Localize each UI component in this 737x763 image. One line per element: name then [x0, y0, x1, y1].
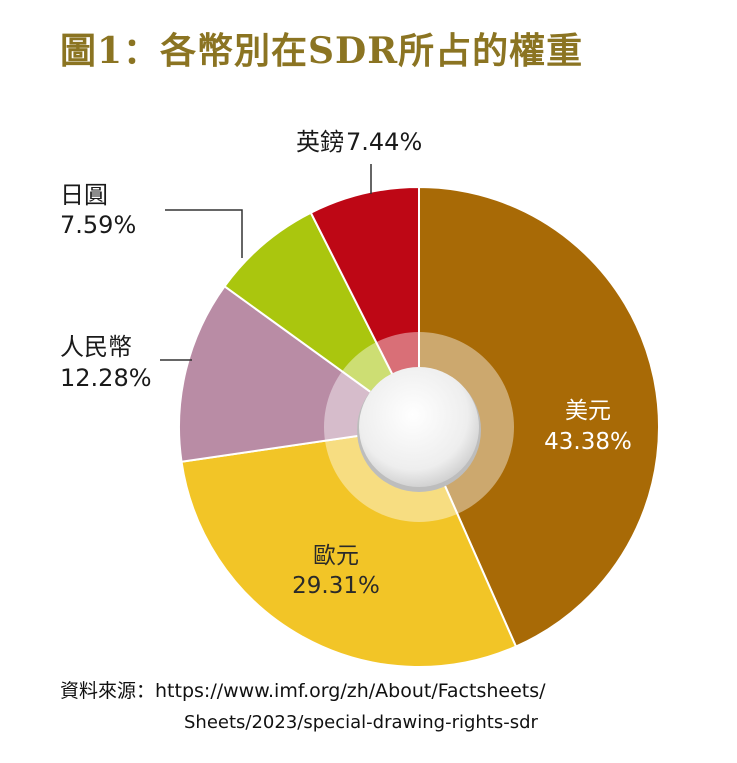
label-gbp-value: 7.44% — [346, 128, 422, 156]
label-jpy-value: 7.59% — [60, 211, 136, 239]
pie-slice-usd — [418, 185, 660, 648]
label-usd-name: 美元 — [565, 398, 611, 424]
pie-slice-jpy — [223, 211, 420, 428]
pie-slice-gbp — [309, 185, 420, 428]
leader-line-jpy — [165, 209, 243, 258]
chart-title: 圖1：各幣別在SDR所占的權重 — [60, 30, 584, 72]
source-note: 資料來源：https://www.imf.org/zh/About/Factsh… — [60, 675, 546, 739]
label-cny-value: 12.28% — [60, 364, 152, 392]
label-eur-value: 29.31% — [292, 573, 380, 599]
label-cny-name: 人民幣 — [60, 333, 132, 361]
source-url-line2: Sheets/2023/special-drawing-rights-sdr — [184, 712, 538, 733]
source-url-line1: https://www.imf.org/zh/About/Factsheets/ — [155, 680, 546, 702]
label-usd-value: 43.38% — [544, 429, 632, 455]
center-hole — [359, 367, 479, 487]
source-label: 資料來源： — [60, 680, 156, 702]
label-gbp-name: 英鎊 — [296, 128, 344, 156]
label-eur-name: 歐元 — [313, 543, 359, 569]
label-jpy-name: 日圓 — [60, 181, 108, 209]
